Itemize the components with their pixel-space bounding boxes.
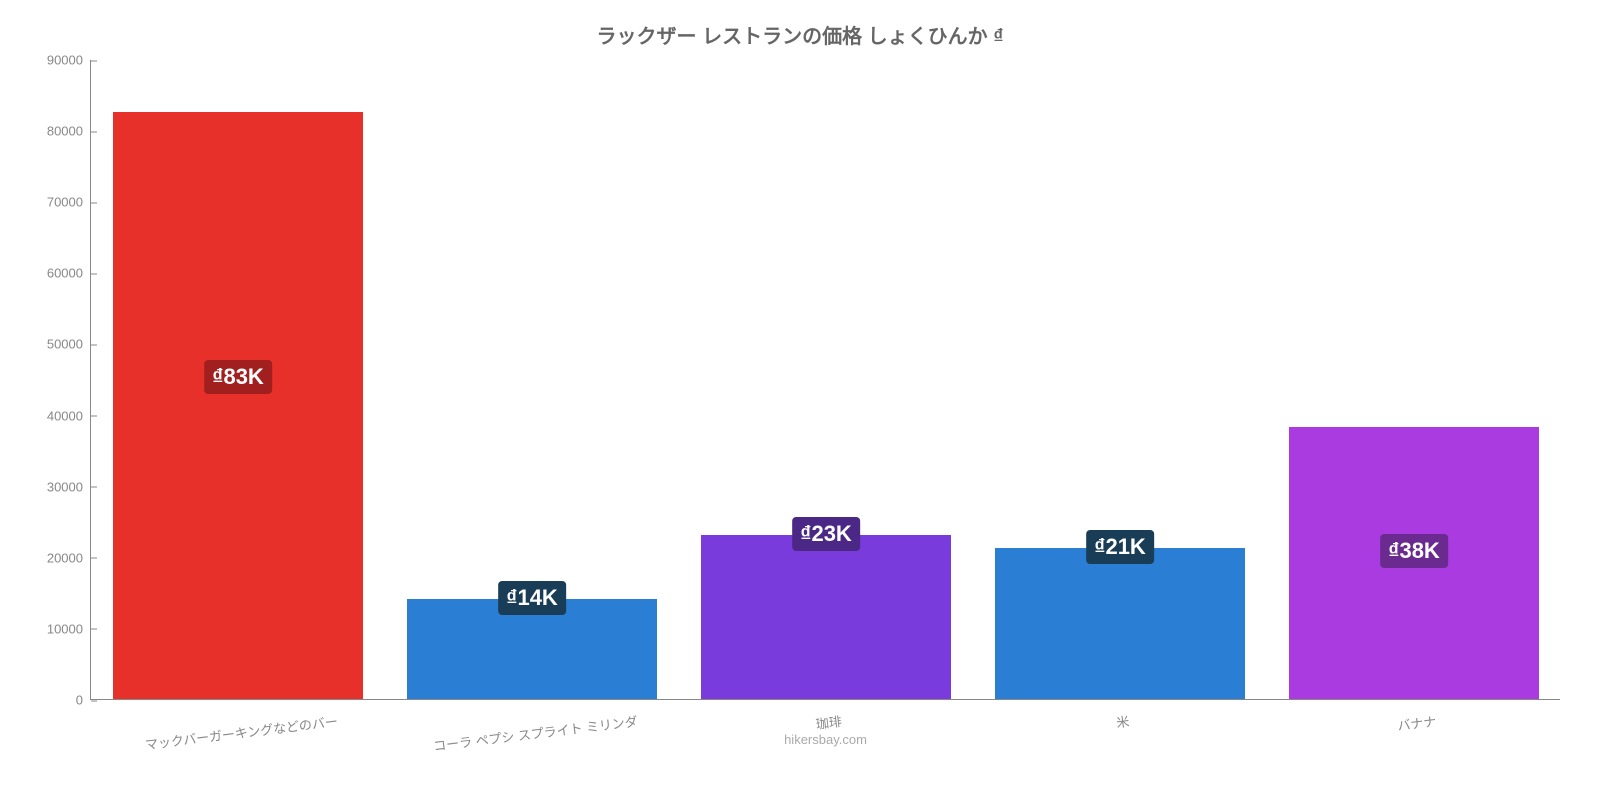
y-tick: 30000 (47, 479, 91, 494)
chart-container: ラックザー レストランの価格 しょくひんか ₫ hikersbay.com 01… (20, 20, 1580, 780)
y-tick: 70000 (47, 195, 91, 210)
bar (995, 548, 1245, 699)
bar-value-label: ₫23K (792, 517, 860, 551)
y-tick: 20000 (47, 550, 91, 565)
bar (113, 112, 363, 699)
y-tick: 60000 (47, 266, 91, 281)
y-tick: 0 (76, 693, 91, 708)
x-axis-label: 米 (1114, 699, 1131, 731)
bar-value-label: ₫38K (1380, 534, 1448, 568)
x-axis-label: コーラ ペプシ スプライト ミリンダ (431, 699, 639, 755)
x-axis-label: マックバーガーキングなどのバー (142, 699, 338, 753)
y-tick: 40000 (47, 408, 91, 423)
y-tick: 80000 (47, 124, 91, 139)
plot-area: hikersbay.com 01000020000300004000050000… (90, 60, 1560, 700)
bar-value-label: ₫83K (204, 360, 272, 394)
attribution: hikersbay.com (784, 732, 867, 747)
chart-title: ラックザー レストランの価格 しょくひんか ₫ (20, 20, 1580, 49)
x-axis-label: 珈琲 (813, 699, 843, 733)
y-tick: 10000 (47, 621, 91, 636)
y-tick: 90000 (47, 53, 91, 68)
y-tick: 50000 (47, 337, 91, 352)
bar-value-label: ₫14K (498, 581, 566, 615)
bar-value-label: ₫21K (1086, 530, 1154, 564)
x-axis-label: バナナ (1395, 699, 1438, 735)
bar (701, 535, 951, 699)
